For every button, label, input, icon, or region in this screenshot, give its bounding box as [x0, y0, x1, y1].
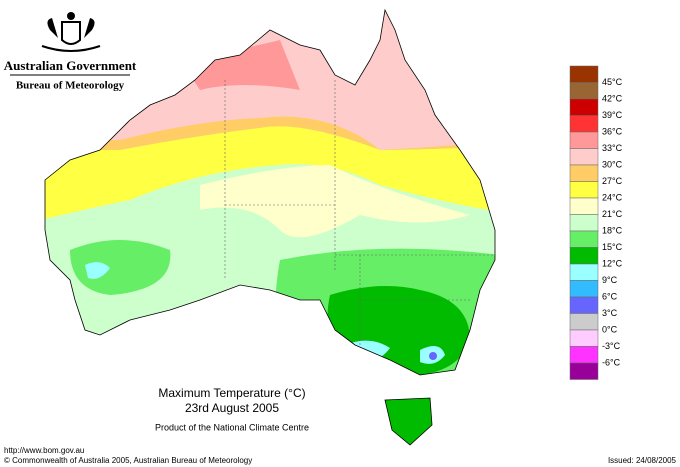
- coat-of-arms: [41, 12, 101, 52]
- legend-swatch: [569, 82, 599, 100]
- legend-swatch: [569, 230, 599, 248]
- legend-swatch: [569, 346, 599, 364]
- footer-url: http://www.bom.gov.au: [4, 446, 84, 455]
- legend-label: 39°C: [602, 110, 623, 120]
- legend-label: 3°C: [602, 308, 618, 318]
- caption-title: Maximum Temperature (°C): [158, 386, 305, 400]
- legend-swatch: [569, 247, 599, 265]
- legend-swatch: [569, 164, 599, 182]
- coastline: [44, 8, 496, 446]
- legend-label: 24°C: [602, 192, 623, 202]
- legend-label: 21°C: [602, 209, 623, 219]
- legend-label: 9°C: [602, 275, 618, 285]
- header-title: Australian Government: [4, 58, 137, 73]
- legend-swatch: [569, 263, 599, 281]
- legend-label: -6°C: [602, 357, 621, 367]
- legend-swatch: [569, 214, 599, 232]
- legend-label: 15°C: [602, 242, 623, 252]
- legend: 45°C 42°C 39°C 36°C 33°C 30°C 27°C 24°C 21°C 18°C…: [569, 65, 623, 380]
- legend-swatch: [569, 98, 599, 116]
- legend-swatch: [569, 115, 599, 133]
- legend-swatch: [569, 329, 599, 347]
- legend-swatch: [569, 280, 599, 298]
- legend-label: 18°C: [602, 225, 623, 235]
- legend-label: 27°C: [602, 176, 623, 186]
- legend-swatch: [569, 181, 599, 199]
- legend-label: 0°C: [602, 324, 618, 334]
- legend-label: 12°C: [602, 258, 623, 268]
- legend-label: 36°C: [602, 126, 623, 136]
- legend-swatch: [569, 296, 599, 314]
- footer-copyright: © Commonwealth of Australia 2005, Austra…: [4, 456, 252, 465]
- legend-label: 33°C: [602, 143, 623, 153]
- legend-swatch: [569, 362, 599, 380]
- legend-label: 45°C: [602, 77, 623, 87]
- legend-swatch: [569, 197, 599, 215]
- legend-swatch: [569, 148, 599, 166]
- header-subtitle: Bureau of Meteorology: [16, 80, 125, 92]
- legend-label: 30°C: [602, 159, 623, 169]
- legend-swatch: [569, 313, 599, 331]
- caption-product: Product of the National Climate Centre: [155, 422, 309, 432]
- legend-label: -3°C: [602, 341, 621, 351]
- legend-label: 42°C: [602, 93, 623, 103]
- legend-label: 6°C: [602, 291, 618, 301]
- caption-date: 23rd August 2005: [185, 401, 279, 415]
- state-borders: [224, 80, 495, 345]
- footer-issued: Issued: 24/08/2005: [608, 456, 677, 465]
- legend-swatch: [569, 65, 599, 83]
- legend-swatch: [569, 131, 599, 149]
